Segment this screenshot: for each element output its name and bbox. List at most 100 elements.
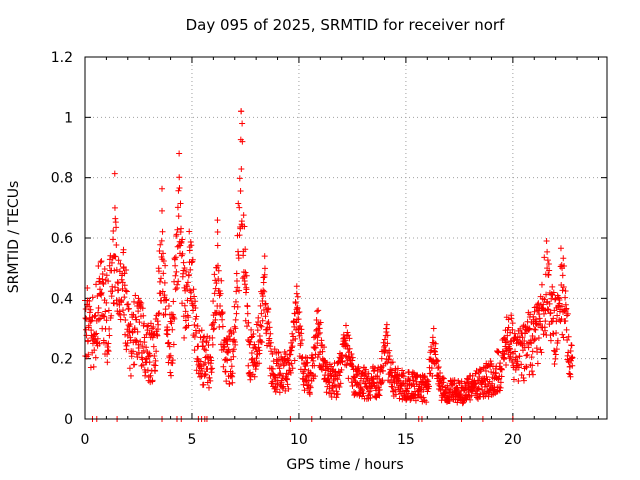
data-point <box>294 293 301 300</box>
data-point <box>182 308 189 315</box>
data-point <box>293 319 300 326</box>
data-point <box>259 317 266 324</box>
data-point <box>550 315 557 322</box>
data-point <box>296 309 303 316</box>
data-point <box>454 399 461 406</box>
data-point <box>219 309 226 316</box>
data-point <box>476 386 483 393</box>
data-point <box>377 368 384 375</box>
data-point <box>509 320 516 327</box>
data-point <box>223 378 230 385</box>
data-point <box>349 354 356 361</box>
data-point <box>376 375 383 382</box>
data-point <box>547 337 554 344</box>
data-point <box>235 248 242 255</box>
data-point <box>404 393 411 400</box>
y-tick-label: 0.6 <box>51 231 73 247</box>
y-tick-label: 0.4 <box>51 291 73 307</box>
data-point <box>434 365 441 372</box>
data-point <box>99 279 106 286</box>
data-point <box>125 305 132 312</box>
data-point <box>517 325 524 332</box>
data-point <box>465 385 472 392</box>
data-point <box>564 352 571 359</box>
data-point <box>324 365 331 372</box>
data-point <box>189 256 196 263</box>
data-point <box>162 262 169 269</box>
data-point <box>261 265 268 272</box>
data-point <box>535 335 542 342</box>
data-point <box>182 325 189 332</box>
data-point <box>498 373 505 380</box>
data-point <box>121 282 128 289</box>
data-point <box>136 319 143 326</box>
data-point <box>485 393 492 400</box>
y-axis-label: SRMTID / TECUs <box>6 180 22 294</box>
data-point <box>230 346 237 353</box>
data-point <box>114 279 121 286</box>
data-point <box>520 374 527 381</box>
data-point <box>569 354 576 361</box>
data-point <box>227 336 234 343</box>
data-point <box>560 334 567 341</box>
data-point <box>97 315 104 322</box>
data-point <box>541 310 548 317</box>
data-point <box>295 309 302 316</box>
data-point <box>179 300 186 307</box>
y-tick-label: 0 <box>64 412 73 428</box>
data-point <box>120 246 127 253</box>
data-point <box>152 357 159 364</box>
data-point <box>360 390 367 397</box>
data-point <box>553 346 560 353</box>
data-point <box>306 391 313 398</box>
data-point <box>523 352 530 359</box>
data-point <box>549 283 556 290</box>
data-point <box>512 348 519 355</box>
data-point <box>532 336 539 343</box>
data-point <box>262 313 269 320</box>
data-point <box>112 215 119 222</box>
data-point <box>430 325 437 332</box>
data-point <box>383 325 390 332</box>
data-point <box>277 370 284 377</box>
data-point <box>190 286 197 293</box>
data-point <box>211 325 218 332</box>
data-point <box>512 366 519 373</box>
data-point <box>559 287 566 294</box>
data-point <box>179 250 186 257</box>
data-point <box>565 333 572 340</box>
data-point <box>135 308 142 315</box>
data-point <box>156 248 163 255</box>
data-point <box>540 301 547 308</box>
data-point <box>424 388 431 395</box>
data-point <box>365 388 372 395</box>
data-point <box>318 337 325 344</box>
data-point <box>131 361 138 368</box>
data-point <box>109 288 116 295</box>
data-point <box>297 323 304 330</box>
data-point <box>358 386 365 393</box>
data-point <box>345 375 352 382</box>
data-point <box>440 379 447 386</box>
data-point <box>248 350 255 357</box>
data-point <box>272 388 279 395</box>
data-point <box>511 330 518 337</box>
data-point <box>414 372 421 379</box>
y-tick-label: 0.8 <box>51 171 73 187</box>
data-point <box>255 344 262 351</box>
data-point <box>203 338 210 345</box>
data-point <box>196 327 203 334</box>
data-point <box>429 373 436 380</box>
data-point <box>362 371 369 378</box>
data-point <box>193 367 200 374</box>
data-point <box>271 373 278 380</box>
data-point <box>388 374 395 381</box>
data-point <box>199 368 206 375</box>
data-point <box>128 353 135 360</box>
data-point <box>106 332 113 339</box>
data-point <box>154 318 161 325</box>
data-point <box>260 279 267 286</box>
data-point <box>552 355 559 362</box>
data-point <box>552 351 559 358</box>
data-point <box>267 339 274 346</box>
